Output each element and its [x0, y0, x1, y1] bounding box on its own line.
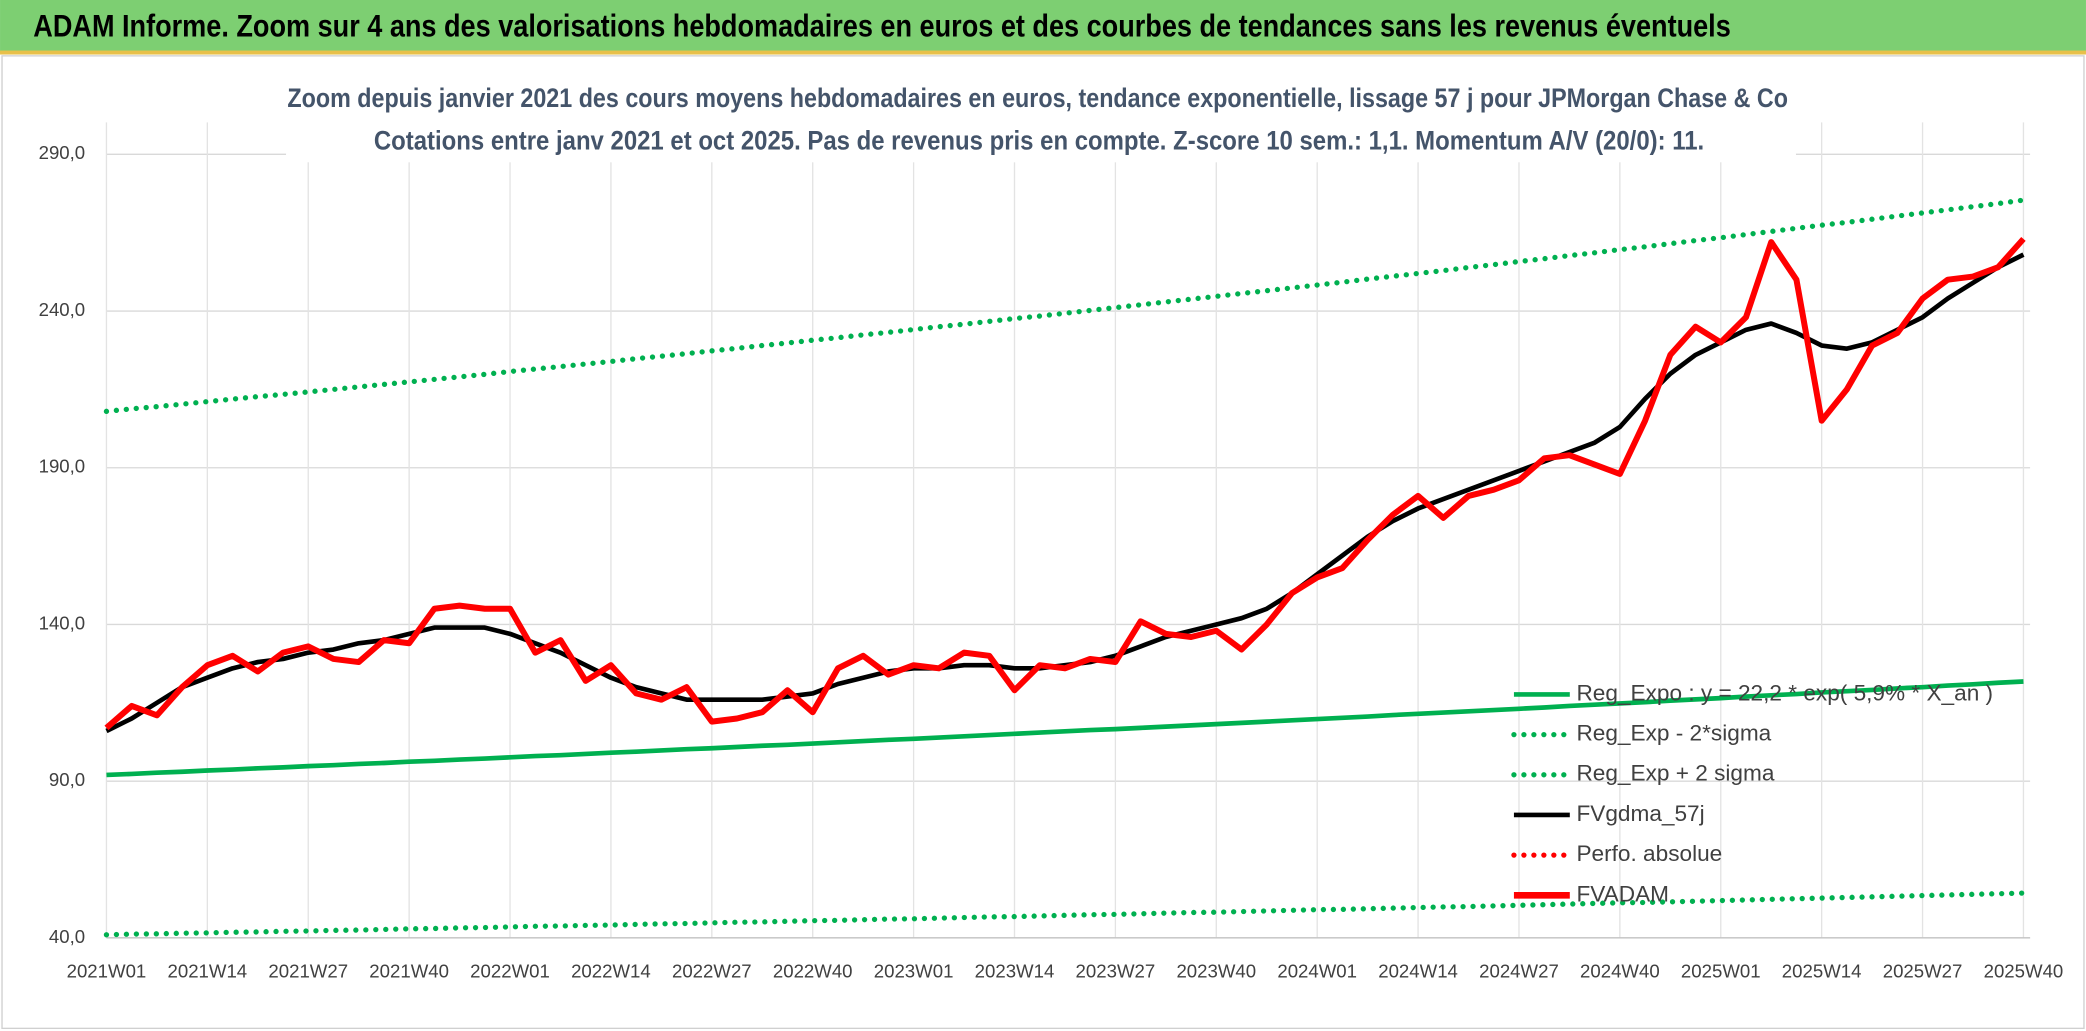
chart-frame	[1, 55, 2085, 1030]
chart-subtitle: Cotations entre janv 2021 et oct 2025. P…	[374, 125, 1704, 155]
x-tick-label: 2024W27	[1479, 960, 1559, 981]
y-tick-label: 290,0	[39, 142, 86, 163]
legend-label: Reg_Expo : y = 22,2 * exp( 5,9% * X_an )	[1576, 680, 1993, 705]
legend-label: FVgdma_57j	[1576, 801, 1704, 826]
x-tick-label: 2025W27	[1883, 960, 1963, 981]
series-line	[103, 197, 2027, 414]
y-tick-label: 90,0	[49, 769, 85, 790]
chart-title: Zoom depuis janvier 2021 des cours moyen…	[287, 83, 1788, 113]
header-rule	[0, 50, 2086, 55]
y-tick-label: 140,0	[39, 612, 86, 633]
x-tick-label: 2022W14	[571, 960, 651, 981]
x-tick-label: 2024W14	[1378, 960, 1458, 981]
x-tick-label: 2025W14	[1782, 960, 1862, 981]
page-title: ADAM Informe. Zoom sur 4 ans des valoris…	[33, 7, 1730, 43]
x-tick-label: 2023W14	[975, 960, 1055, 981]
plot-area: 40,0 90,0 140,0 190,0 240,0 290,0 2021W01 2021W…	[39, 122, 2064, 981]
legend-label: Perfo. absolue	[1576, 841, 1722, 866]
x-tick-label: 2023W01	[874, 960, 954, 981]
x-tick-label: 2024W01	[1277, 960, 1357, 981]
x-tick-label: 2022W01	[470, 960, 550, 981]
legend: Reg_Expo : y = 22,2 * exp( 5,9% * X_an )…	[1511, 680, 1993, 906]
y-tick-label: 190,0	[39, 456, 86, 477]
x-tick-label: 2022W27	[672, 960, 752, 981]
legend-label: Reg_Exp + 2 sigma	[1576, 761, 1774, 786]
series-line	[106, 679, 2024, 778]
x-tick-label: 2024W40	[1580, 960, 1660, 981]
x-tick-label: 2023W40	[1176, 960, 1256, 981]
x-tick-label: 2021W01	[67, 960, 147, 981]
x-tick-label: 2021W14	[168, 960, 248, 981]
y-tick-label: 240,0	[39, 299, 86, 320]
series-line	[104, 236, 2026, 731]
title-backdrop	[286, 82, 1796, 163]
series-line	[103, 890, 2027, 938]
header-bar	[0, 0, 2086, 54]
y-tick-label: 40,0	[49, 926, 85, 947]
x-tick-label: 2025W01	[1681, 960, 1761, 981]
x-tick-label: 2023W27	[1076, 960, 1156, 981]
x-tick-label: 2021W27	[268, 960, 348, 981]
legend-label: FVADAM	[1576, 881, 1669, 906]
x-tick-label: 2025W40	[1984, 960, 2064, 981]
x-tick-label: 2022W40	[773, 960, 853, 981]
legend-label: Reg_Exp - 2*sigma	[1576, 721, 1771, 746]
x-tick-label: 2021W40	[369, 960, 449, 981]
